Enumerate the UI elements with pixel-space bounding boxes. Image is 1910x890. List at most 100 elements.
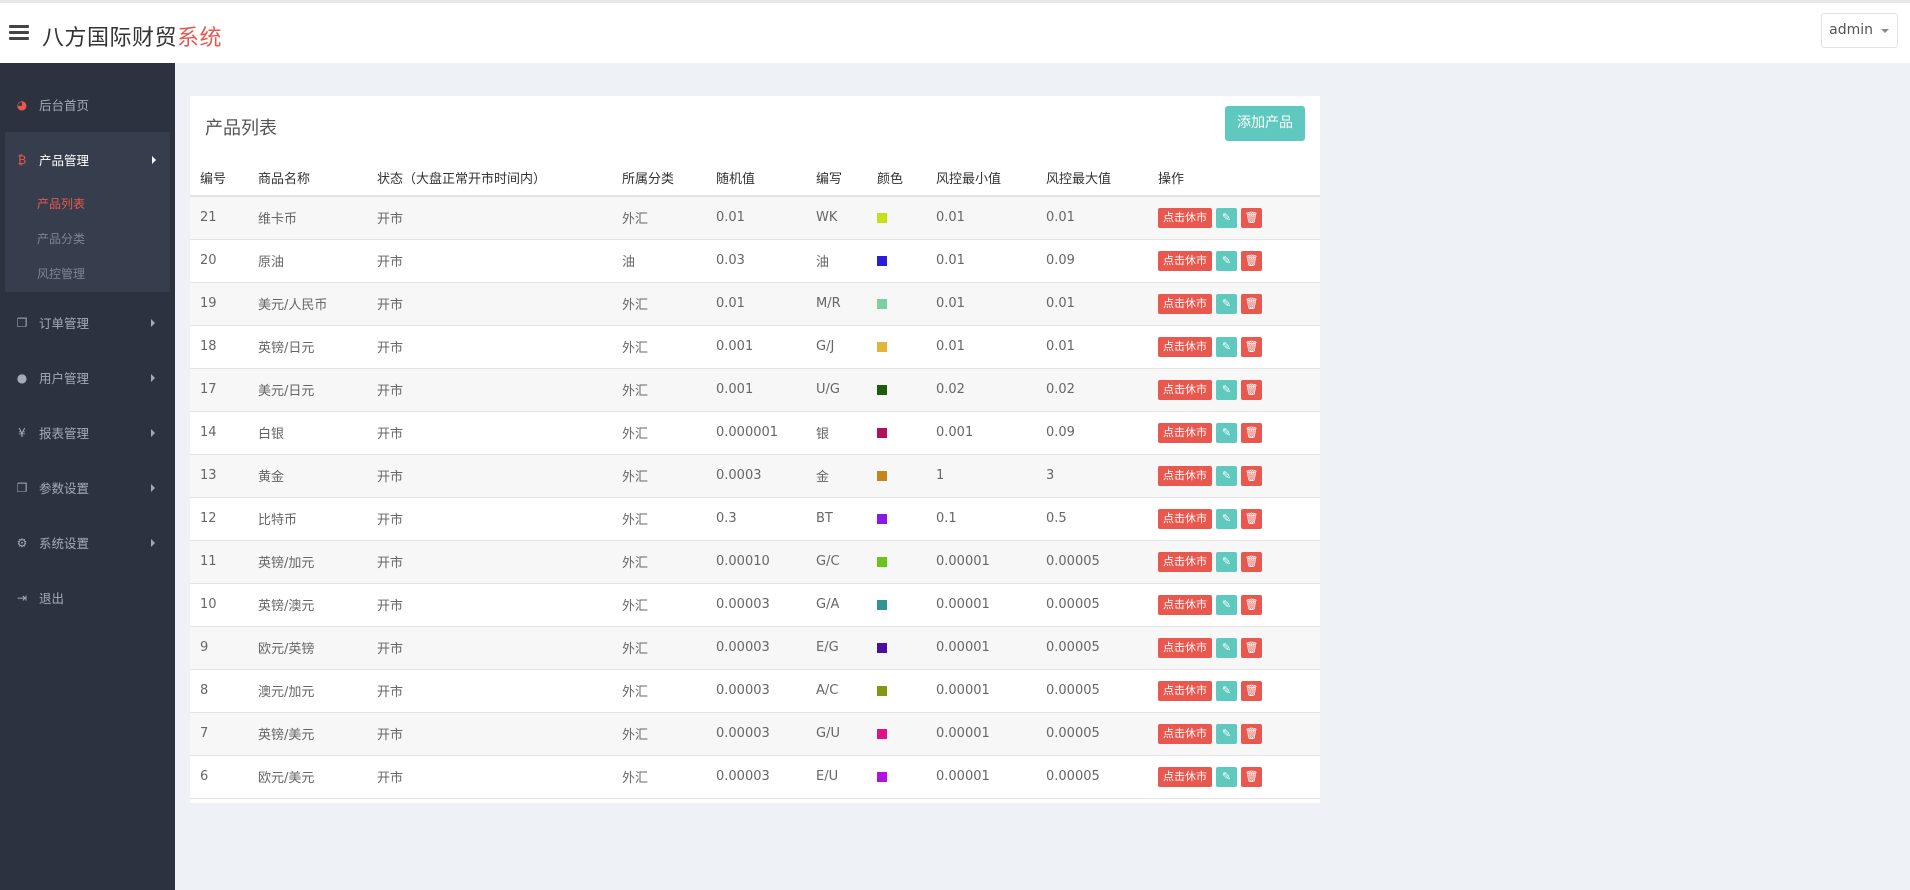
close-market-button[interactable]: 点击休市: [1158, 207, 1212, 228]
cell-category: 外汇: [612, 712, 706, 756]
color-swatch: [877, 685, 887, 696]
close-market-button[interactable]: 点击休市: [1158, 379, 1212, 400]
table-row: 14 白银 开市 外汇 0.000001 银 0.001 0.09 点击休市 ✎ 🗑: [190, 411, 1320, 455]
color-swatch: [877, 255, 887, 266]
delete-button[interactable]: 🗑: [1241, 551, 1262, 572]
delete-button[interactable]: 🗑: [1241, 293, 1262, 314]
close-market-button[interactable]: 点击休市: [1158, 594, 1212, 615]
sidebar-item-params[interactable]: ❐ 参数设置: [0, 460, 175, 515]
cell-category: 外汇: [612, 755, 706, 799]
cell-random: 0.00003: [706, 755, 806, 799]
close-market-button[interactable]: 点击休市: [1158, 508, 1212, 529]
cell-status: 开市: [367, 583, 612, 627]
sidebar-item-label: 报表管理: [39, 426, 90, 441]
sidebar-subitem-product-category[interactable]: 产品分类: [37, 232, 86, 246]
table-row: 10 英镑/澳元 开市 外汇 0.00003 G/A 0.00001 0.00005 点击休市 ✎…: [190, 583, 1320, 627]
cell-id: 13: [190, 454, 248, 498]
edit-button[interactable]: ✎: [1216, 766, 1237, 787]
sidebar-item-system[interactable]: ⚙ 系统设置: [0, 515, 175, 570]
cell-min: 0.00001: [926, 626, 1036, 670]
close-market-button[interactable]: 点击休市: [1158, 680, 1212, 701]
cell-code: 油: [806, 239, 867, 283]
add-product-button[interactable]: 添加产品: [1225, 106, 1305, 141]
edit-button[interactable]: ✎: [1216, 336, 1237, 357]
edit-button[interactable]: ✎: [1216, 680, 1237, 701]
cell-random: 0.01: [706, 282, 806, 326]
cell-max: 3: [1036, 454, 1148, 498]
delete-button[interactable]: 🗑: [1241, 680, 1262, 701]
edit-button[interactable]: ✎: [1216, 379, 1237, 400]
edit-button[interactable]: ✎: [1216, 723, 1237, 744]
delete-button[interactable]: 🗑: [1241, 637, 1262, 658]
close-market-button[interactable]: 点击休市: [1158, 766, 1212, 787]
sidebar-subitem-risk-control[interactable]: 风控管理: [37, 267, 86, 281]
pencil-icon: ✎: [1221, 426, 1232, 439]
user-dropdown[interactable]: admin: [1821, 13, 1898, 48]
caret-down-icon: [1881, 29, 1889, 33]
color-swatch: [877, 728, 887, 739]
close-market-button[interactable]: 点击休市: [1158, 465, 1212, 486]
edit-button[interactable]: ✎: [1216, 594, 1237, 615]
cell-name: 维卡币: [248, 196, 367, 240]
sidebar-item-label: 后台首页: [39, 98, 90, 113]
menu-toggle-icon[interactable]: [9, 25, 29, 41]
close-market-button[interactable]: 点击休市: [1158, 293, 1212, 314]
chevron-right-icon: [151, 374, 155, 382]
edit-button[interactable]: ✎: [1216, 250, 1237, 271]
edit-button[interactable]: ✎: [1216, 637, 1237, 658]
cell-code: E/G: [806, 626, 867, 670]
close-market-button[interactable]: 点击休市: [1158, 422, 1212, 443]
yen-icon: ¥: [18, 425, 26, 440]
sidebar-item-logout[interactable]: ⇥ 退出: [0, 570, 175, 625]
cell-actions: 点击休市 ✎ 🗑: [1148, 368, 1320, 412]
cell-status: 开市: [367, 196, 612, 240]
cell-name: 欧元/英镑: [248, 626, 367, 670]
close-market-button[interactable]: 点击休市: [1158, 637, 1212, 658]
cell-id: 8: [190, 669, 248, 713]
edit-button[interactable]: ✎: [1216, 207, 1237, 228]
sidebar-item-home[interactable]: ◕ 后台首页: [0, 77, 175, 132]
close-market-button[interactable]: 点击休市: [1158, 551, 1212, 572]
sidebar-item-reports[interactable]: ¥ 报表管理: [0, 405, 175, 460]
trash-icon: 🗑: [1244, 297, 1259, 310]
table-row: 20 原油 开市油 0.03 油 0.01 0.09 点击休市 ✎ 🗑: [190, 239, 1320, 283]
cell-name: 英镑/澳元: [248, 583, 367, 627]
edit-button[interactable]: ✎: [1216, 508, 1237, 529]
delete-button[interactable]: 🗑: [1241, 336, 1262, 357]
cell-id: 11: [190, 540, 248, 584]
page-title: 产品列表: [205, 118, 277, 139]
column-header: 商品名称: [248, 160, 367, 197]
delete-button[interactable]: 🗑: [1241, 594, 1262, 615]
sidebar-subitem-product-list[interactable]: 产品列表: [37, 197, 86, 211]
delete-button[interactable]: 🗑: [1241, 422, 1262, 443]
cell-color: [867, 540, 926, 584]
close-market-button[interactable]: 点击休市: [1158, 336, 1212, 357]
edit-button[interactable]: ✎: [1216, 293, 1237, 314]
chevron-right-icon: [151, 484, 155, 492]
cell-color: [867, 583, 926, 627]
delete-button[interactable]: 🗑: [1241, 379, 1262, 400]
cell-random: 0.03: [706, 239, 806, 283]
close-market-button[interactable]: 点击休市: [1158, 723, 1212, 744]
table-row: 6 欧元/美元 开市 外汇 0.00003 E/U 0.00001 0.00005 点击休市 ✎ 🗑: [190, 755, 1320, 799]
close-market-button[interactable]: 点击休市: [1158, 250, 1212, 271]
trash-icon: 🗑: [1244, 641, 1259, 654]
edit-button[interactable]: ✎: [1216, 551, 1237, 572]
cell-min: 0.00001: [926, 583, 1036, 627]
edit-button[interactable]: ✎: [1216, 465, 1237, 486]
gears-icon: ⚙: [16, 535, 28, 550]
delete-button[interactable]: 🗑: [1241, 508, 1262, 529]
edit-button[interactable]: ✎: [1216, 422, 1237, 443]
delete-button[interactable]: 🗑: [1241, 207, 1262, 228]
sidebar-item-products[interactable]: ₿ 产品管理: [5, 132, 170, 187]
delete-button[interactable]: 🗑: [1241, 723, 1262, 744]
color-swatch: [877, 212, 887, 223]
cell-category: 外汇: [612, 497, 706, 541]
delete-button[interactable]: 🗑: [1241, 766, 1262, 787]
sidebar-item-orders[interactable]: ❐ 订单管理: [0, 295, 175, 350]
delete-button[interactable]: 🗑: [1241, 465, 1262, 486]
sidebar-item-users[interactable]: ● 用户管理: [0, 350, 175, 405]
sidebar-item-label: 退出: [39, 591, 65, 606]
chevron-right-icon: [151, 319, 155, 327]
delete-button[interactable]: 🗑: [1241, 250, 1262, 271]
